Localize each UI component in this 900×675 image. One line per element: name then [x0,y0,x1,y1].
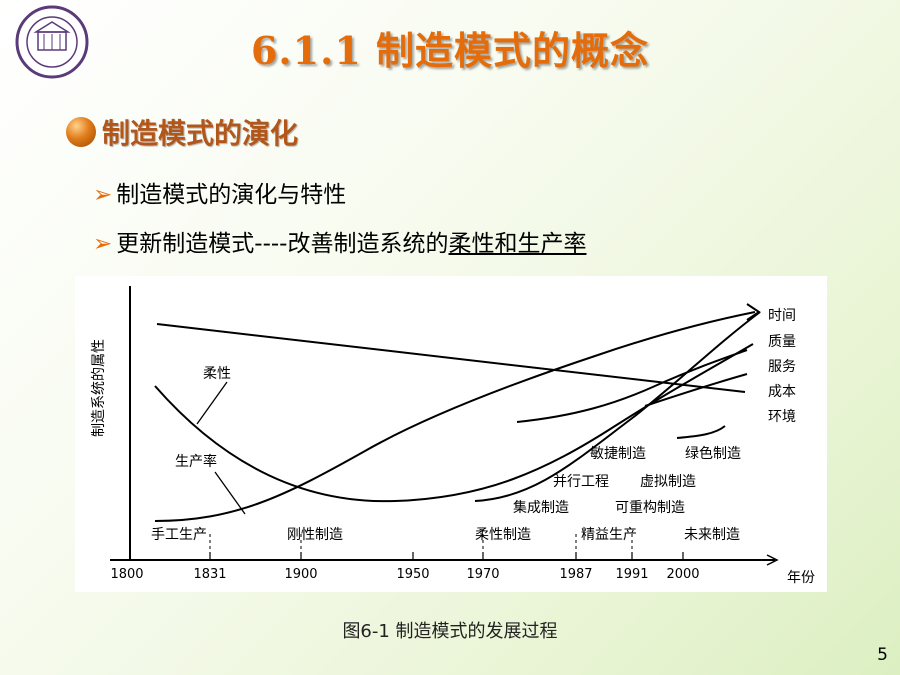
productivity-curve [154,311,756,522]
section-heading-text: 制造模式的演化 [102,117,299,150]
x-tick-label: 1991 [615,567,648,582]
mode-label: 虚拟制造 [640,474,696,490]
evolution-figure: 制造系统的属性 1800 1831 1900 1950 1970 1987 19… [75,276,827,592]
mode-label: 集成制造 [513,499,569,516]
y-axis-label: 制造系统的属性 [91,339,107,437]
x-tick-label: 1950 [396,567,429,582]
bullet-item-2: ➢ 更新制造模式----改善制造系统的柔性和生产率 [93,224,586,258]
mode-label: 精益生产 [581,527,637,543]
orange-ball-bullet-icon [66,117,96,147]
flexibility-label: 柔性 [203,366,231,382]
x-tick-label: 1900 [284,567,317,582]
cost-curve [156,323,746,393]
section-heading: 制造模式的演化 [66,112,298,152]
arrow-bullet-icon: ➢ [93,182,113,208]
green-manufacturing-curve [676,425,726,439]
mode-label: 刚性制造 [287,527,343,543]
evolution-chart: 制造系统的属性 1800 1831 1900 1950 1970 1987 19… [91,286,815,586]
bullet-item-1: ➢ 制造模式的演化与特性 [93,175,346,209]
service-curve [516,349,748,423]
productivity-leader [214,471,246,515]
right-label-time: 时间 [768,308,796,324]
x-tick-label: 2000 [666,567,699,582]
mode-label: 手工生产 [151,527,207,543]
x-axis-label: 年份 [787,570,815,586]
mode-label: 绿色制造 [685,445,741,462]
flexibility-leader [196,381,228,425]
time-arrow-icon [746,303,761,321]
page-number: 5 [877,645,888,665]
x-axis-arrow-icon [766,554,779,566]
mode-label: 可重构制造 [615,500,685,516]
arrow-bullet-icon: ➢ [93,231,113,257]
right-label-service: 服务 [768,359,796,375]
bullet-item-2-text: 更新制造模式----改善制造系统的 [116,231,449,257]
university-seal-logo [15,5,89,79]
x-axis-ticks [209,552,684,560]
right-label-cost: 成本 [768,384,796,400]
productivity-label: 生产率 [175,453,217,470]
x-tick-label: 1987 [559,567,592,582]
flexibility-curve [154,343,754,503]
environment-curve [644,373,748,407]
bullet-item-2-underlined-text: 柔性和生产率 [448,231,587,257]
mode-label: 柔性制造 [475,527,531,543]
right-label-quality: 质量 [768,334,796,350]
x-tick-label: 1831 [193,567,226,582]
dashed-guides [209,534,633,552]
x-tick-label: 1800 [110,567,143,582]
mode-label: 敏捷制造 [590,446,646,462]
bullet-item-1-text: 制造模式的演化与特性 [116,182,347,208]
figure-caption: 图6-1 制造模式的发展过程 [342,621,558,642]
mode-label: 并行工程 [553,474,609,490]
mode-label: 未来制造 [684,527,740,543]
x-tick-label: 1970 [466,567,499,582]
page-title: 6.1.1 制造模式的概念 [250,28,649,73]
right-label-environment: 环境 [768,409,796,425]
time-curve [474,311,761,502]
